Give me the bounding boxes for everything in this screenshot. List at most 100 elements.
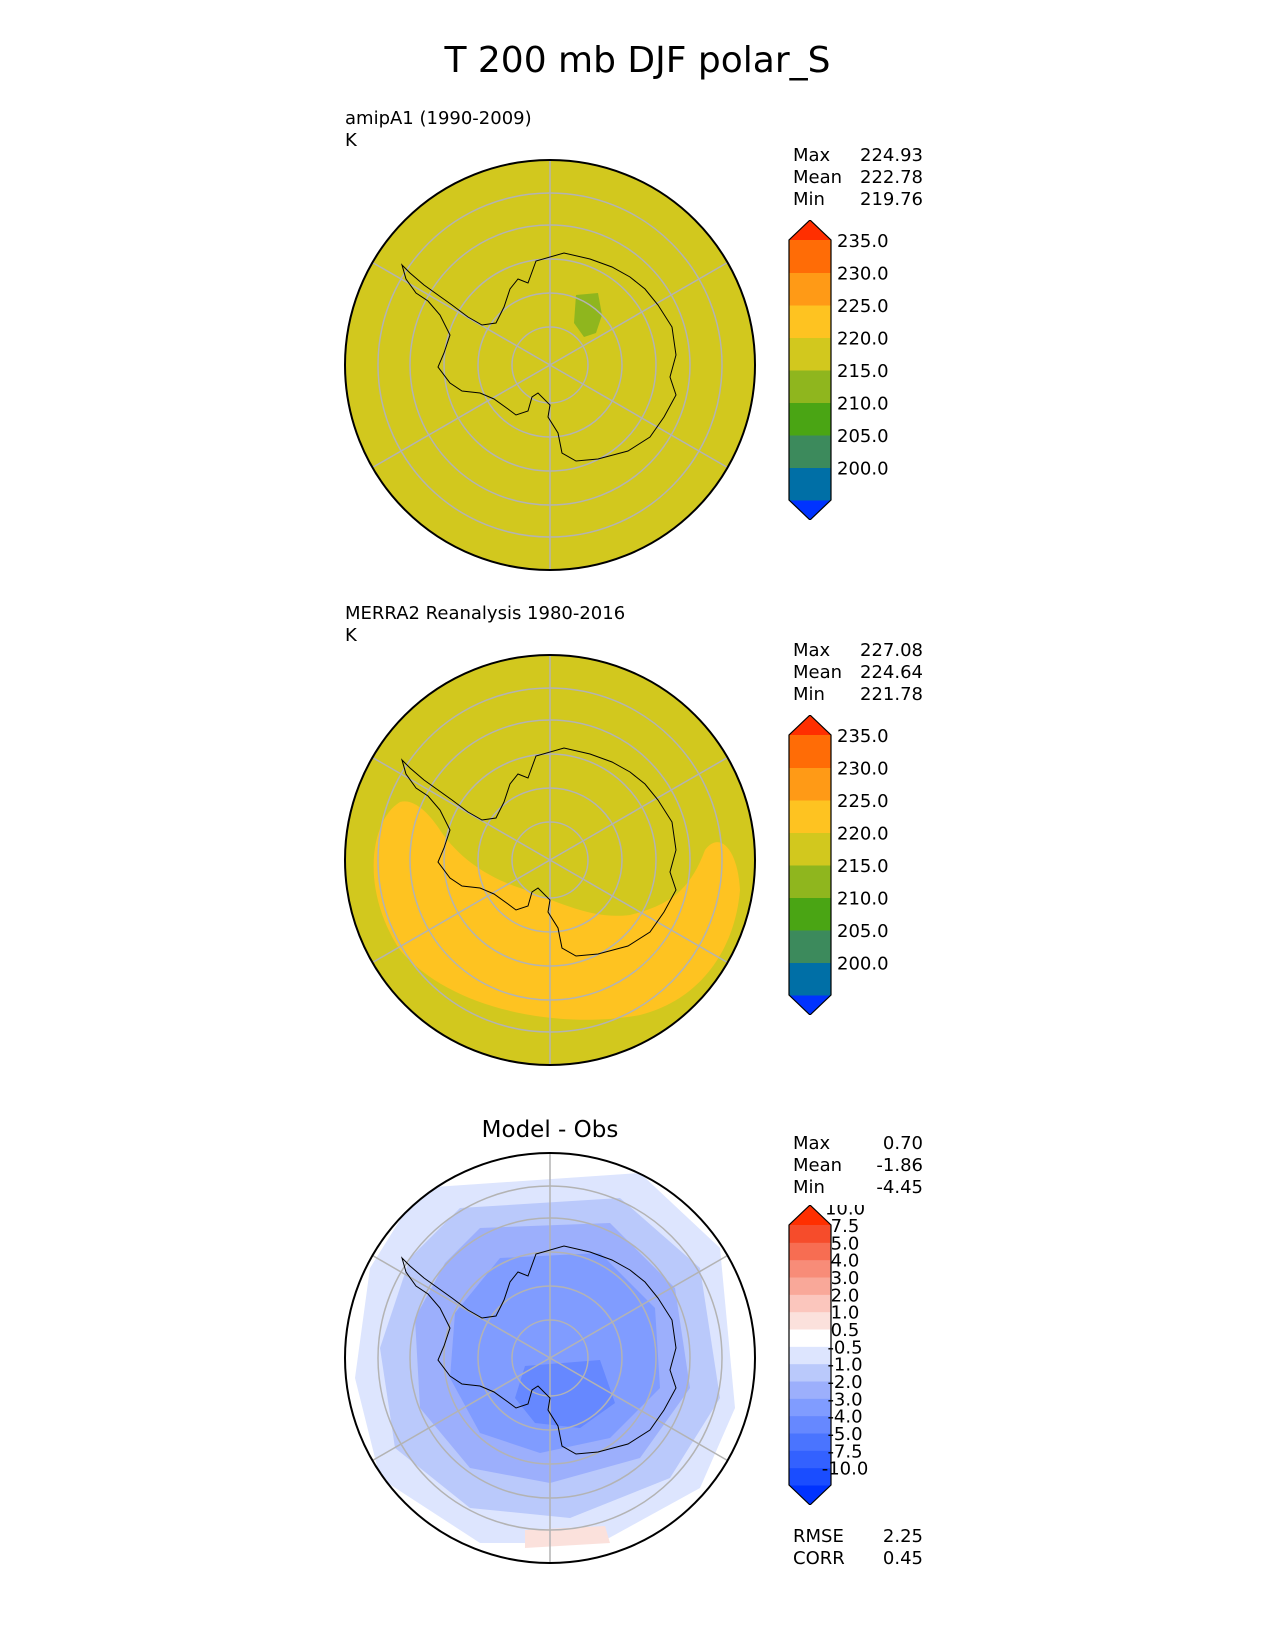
colorbar-outline (788, 1205, 832, 1505)
stat-value: 227.08 (860, 640, 923, 661)
meridian-line (367, 859, 551, 966)
colorbar-segment (789, 1259, 831, 1278)
colorbar-tick-label: 200.0 (837, 954, 889, 975)
cold-region (574, 293, 602, 337)
panel-2-stats: Max 227.08 Mean 224.64 Min 221.78 (793, 640, 923, 706)
stat-value: 224.93 (860, 145, 923, 166)
metric-value: 2.25 (882, 1526, 923, 1547)
colorbar-segment (789, 962, 831, 996)
colorbar-segment (789, 1242, 831, 1261)
colorbar-tick-label: 7.5 (831, 1216, 860, 1237)
colorbar-tick-label: -4.0 (827, 1407, 862, 1428)
colorbar-outline (788, 715, 832, 1015)
panel-1-units: K (345, 130, 357, 151)
colorbar-segment (789, 1363, 831, 1382)
metric-label: RMSE (793, 1526, 844, 1547)
colorbar-tick-label: -2.0 (827, 1372, 862, 1393)
colorbar-segment (789, 1225, 831, 1243)
colorbar-tick-label: -1.0 (827, 1355, 862, 1376)
map-boundary (344, 1152, 756, 1564)
stat-label: Min (793, 1177, 825, 1198)
stat-value: 0.70 (882, 1133, 923, 1154)
meridian-line (367, 1357, 551, 1464)
colorbar-extend-min (789, 1485, 831, 1505)
stat-label: Max (793, 145, 831, 166)
metric-value: 0.45 (882, 1548, 923, 1569)
colorbar-tick-label: 2.0 (831, 1285, 860, 1306)
metric-label: CORR (793, 1548, 845, 1569)
stat-value: 224.64 (860, 662, 923, 683)
colorbar-segment (789, 370, 831, 403)
colorbar-segment (789, 767, 831, 801)
stat-label: Min (793, 684, 825, 705)
colorbar-tick-label: 0.5 (831, 1320, 860, 1341)
meridian-line (367, 364, 551, 471)
panel-2-map (344, 654, 756, 1066)
colorbar-segment (789, 1433, 831, 1451)
colorbar-segment (789, 240, 831, 273)
stat-label: Mean (793, 662, 843, 683)
figure-title: T 200 mb DJF polar_S (444, 40, 831, 81)
colorbar-extend-max (789, 715, 831, 735)
colorbar-segment (789, 1398, 831, 1417)
diff-band-pos-1 (525, 1526, 610, 1548)
meridian-line (549, 364, 733, 471)
panel-3-colorbar: -10.0-7.5-5.0-4.0-3.0-2.0-1.0-0.50.51.02… (788, 1205, 869, 1505)
stat-value: 222.78 (860, 167, 923, 188)
stat-value: -1.86 (876, 1155, 923, 1176)
colorbar-tick-label: 230.0 (837, 759, 889, 780)
colorbar-segment (789, 402, 831, 436)
colorbar-tick-label: 10.0 (825, 1205, 865, 1220)
colorbar-tick-label: 205.0 (837, 921, 889, 942)
colorbar-segment (789, 435, 831, 468)
colorbar-tick-label: 235.0 (837, 726, 889, 747)
map-boundary (344, 159, 756, 571)
panel-3-title: Model - Obs (481, 1117, 619, 1143)
colorbar-segment (789, 272, 831, 306)
colorbar-tick-label: 3.0 (831, 1268, 860, 1289)
colorbar-tick-label: 210.0 (837, 394, 889, 415)
colorbar-tick-label: 225.0 (837, 296, 889, 317)
panel-2-colorbar: 200.0 205.0 210.0 215.0 220.0 225.0 230.0 235.0… (788, 715, 889, 1015)
diff-band-neg-4 (515, 1360, 615, 1428)
colorbar-tick-label: -3.0 (827, 1389, 862, 1410)
warm-band (373, 801, 740, 1020)
meridian-line (367, 1252, 551, 1359)
colorbar-tick-label: -5.0 (827, 1424, 862, 1445)
panel-2-units: K (345, 625, 357, 646)
colorbar-segment (789, 467, 831, 501)
colorbar-tick-label: -7.5 (827, 1441, 862, 1462)
colorbar-segment (789, 865, 831, 898)
colorbar-segment (789, 1415, 831, 1434)
panel-2-label-block: MERRA2 Reanalysis 1980-2016 K (345, 603, 625, 647)
meridian-line (549, 259, 733, 366)
panel-3-stats: Max 0.70 Mean -1.86 Min -4.45 (793, 1133, 923, 1199)
colorbar-tick-label: 235.0 (837, 231, 889, 252)
colorbar-tick-label: 5.0 (831, 1233, 860, 1254)
map-boundary (344, 654, 756, 1066)
colorbar-tick-label: 4.0 (831, 1251, 860, 1272)
colorbar-segment (789, 305, 831, 338)
meridian-line (549, 1357, 733, 1464)
colorbar-extend-min (789, 995, 831, 1015)
colorbar-extend-max (789, 1205, 831, 1225)
panel-1-stats: Max 224.93 Mean 222.78 Min 219.76 (793, 145, 923, 211)
antarctica-coastline (400, 747, 677, 957)
meridian-line (549, 859, 733, 966)
colorbar-tick-label: -10.0 (822, 1459, 869, 1480)
colorbar-tick-label: 205.0 (837, 426, 889, 447)
colorbar-segment (789, 735, 831, 768)
meridian-line (549, 1252, 733, 1359)
colorbar-outline (788, 220, 832, 520)
colorbar-extend-min (789, 500, 831, 520)
panel-1-colorbar: 200.0 205.0 210.0 215.0 220.0 225.0 230.0 235.0… (788, 220, 889, 520)
colorbar-segment (789, 1450, 831, 1469)
colorbar-tick-label: 225.0 (837, 791, 889, 812)
panel-2-title: MERRA2 Reanalysis 1980-2016 (345, 603, 626, 624)
colorbar-tick-label: 220.0 (837, 329, 889, 350)
stat-value: 221.78 (860, 684, 923, 705)
stat-label: Max (793, 640, 831, 661)
colorbar-segment (789, 930, 831, 963)
stat-label: Max (793, 1133, 831, 1154)
colorbar-tick-label: 220.0 (837, 824, 889, 845)
